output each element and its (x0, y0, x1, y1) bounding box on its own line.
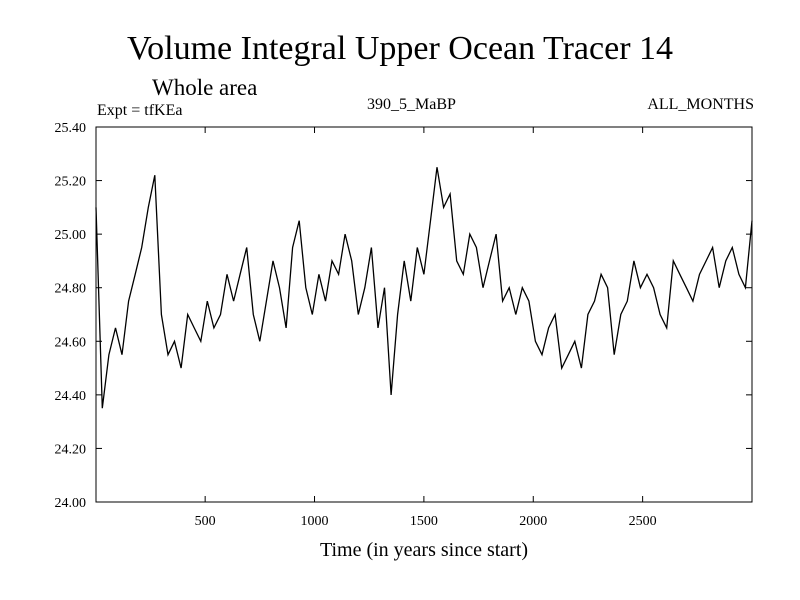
y-tick-label: 24.40 (55, 389, 87, 404)
plot-frame (95, 126, 753, 503)
chart-title: Volume Integral Upper Ocean Tracer 14 (126, 30, 674, 67)
x-tick-label: 2000 (519, 514, 547, 529)
y-tick-label: 25.20 (55, 175, 87, 190)
y-tick-label: 24.60 (55, 335, 87, 350)
y-tick-label: 25.40 (55, 121, 87, 136)
y-tick-label: 24.00 (55, 496, 87, 511)
months-label: ALL_MONTHS (647, 96, 754, 113)
y-tick-label: 25.00 (55, 228, 87, 243)
x-tick-label: 2500 (629, 514, 657, 529)
experiment-label: Expt = tfKEa (97, 102, 183, 119)
x-axis-label: Time (in years since start) (320, 539, 528, 561)
chart-subtitle: Whole area (152, 75, 258, 100)
x-tick-label: 1000 (301, 514, 329, 529)
x-axis: 500 1000 1500 2000 2500 (195, 127, 657, 529)
x-tick-label: 500 (195, 514, 216, 529)
y-tick-label: 24.20 (55, 442, 87, 457)
series-line (95, 167, 753, 409)
y-tick-label: 24.80 (55, 282, 87, 297)
x-tick-label: 1500 (410, 514, 438, 529)
y-axis: 24.00 24.20 24.40 24.60 24.80 25.00 25.20 25.40 (55, 121, 752, 511)
run-label: 390_5_MaBP (367, 96, 456, 113)
